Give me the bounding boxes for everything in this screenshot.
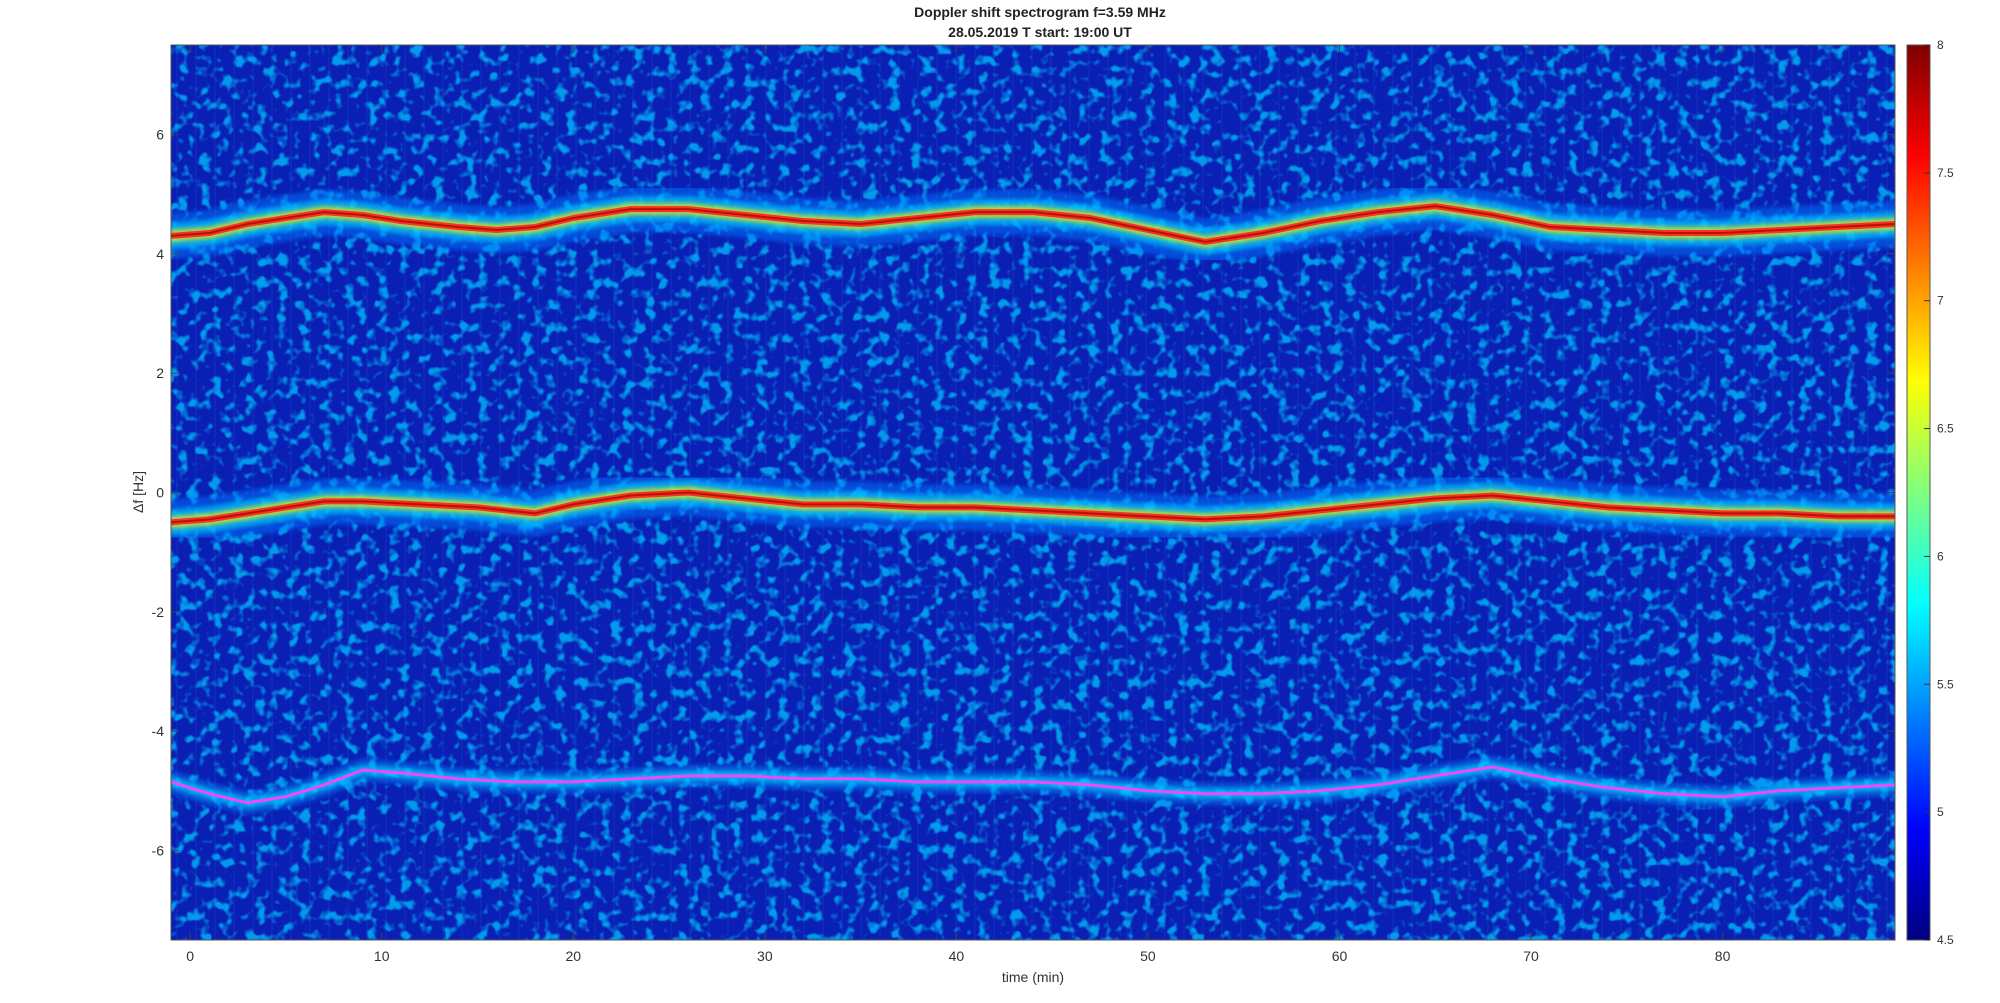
colorbar-tick-label: 7.5 [1937,166,1954,180]
colorbar-tick-label: 6 [1937,549,1944,563]
x-tick-label: 30 [757,948,773,964]
x-axis: 0 10 20 30 40 50 60 70 80 [186,45,1731,964]
y-tick-label: 0 [156,485,164,501]
chart-subtitle: 28.05.2019 T start: 19:00 UT [948,24,1132,40]
y-tick-label: -4 [152,723,165,739]
x-axis-label: time (min) [1002,969,1064,985]
y-axis: -6 -4 -2 0 2 4 6 [152,127,1895,859]
y-axis-label: Δf [Hz] [130,471,146,513]
colorbar-tick-label: 8 [1937,38,1944,52]
chart-title: Doppler shift spectrogram f=3.59 MHz [914,4,1166,20]
colorbar-tick-label: 5 [1937,805,1944,819]
x-tick-label: 70 [1523,948,1539,964]
x-tick-label: 0 [186,948,194,964]
series-line-3 [171,765,1895,805]
y-tick-label: 4 [156,246,164,262]
colorbar-tick-label: 5.5 [1937,677,1954,691]
y-tick-label: -6 [152,843,165,859]
x-tick-label: 80 [1715,948,1731,964]
colorbar-tick-label: 4.5 [1937,933,1954,947]
y-tick-label: 6 [156,127,164,143]
series-line-2 [171,491,1895,524]
colorbar: 4.5 5 5.5 6 6.5 7 7.5 8 [1906,38,1954,947]
x-tick-label: 40 [949,948,965,964]
y-tick-label: 2 [156,365,164,381]
x-tick-label: 50 [1140,948,1156,964]
y-tick-label: -2 [152,604,165,620]
x-tick-label: 10 [374,948,390,964]
x-tick-label: 20 [565,948,581,964]
plot-area [171,45,1895,940]
x-tick-label: 60 [1332,948,1348,964]
colorbar-tick-label: 7 [1937,294,1944,308]
colorbar-scale [1906,44,1931,941]
signal-bands [171,183,1895,814]
series-line-1 [171,205,1895,243]
colorbar-tick-label: 6.5 [1937,422,1954,436]
